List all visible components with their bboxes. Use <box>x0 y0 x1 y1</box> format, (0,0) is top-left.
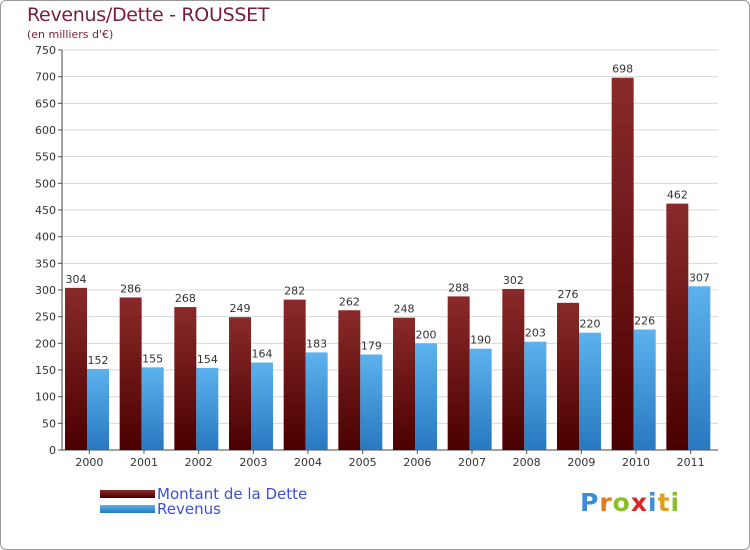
bar-revenue <box>87 368 109 450</box>
bar-revenue <box>524 341 547 450</box>
y-tick-label: 300 <box>35 284 56 297</box>
data-label-debt: 282 <box>284 285 305 298</box>
bar-revenue <box>360 354 383 450</box>
logo-letter: x <box>630 488 648 517</box>
logo-letter: o <box>612 488 631 517</box>
x-tick-label: 2010 <box>622 456 650 469</box>
x-tick-label: 2009 <box>567 456 595 469</box>
bar-debt <box>119 297 142 450</box>
x-tick-label: 2008 <box>513 456 541 469</box>
bar-debt <box>393 317 415 450</box>
data-label-debt: 262 <box>339 295 360 308</box>
y-tick-label: 750 <box>35 44 56 57</box>
bar-debt <box>557 302 579 450</box>
x-tick-label: 2006 <box>403 456 431 469</box>
y-tick-label: 50 <box>42 417 56 430</box>
y-tick-label: 700 <box>35 71 56 84</box>
x-tick-label: 2005 <box>349 456 377 469</box>
data-label-debt: 286 <box>120 282 141 295</box>
bar-debt <box>229 317 251 450</box>
bar-debt <box>174 307 197 450</box>
y-tick-label: 0 <box>49 444 56 457</box>
data-label-revenue: 154 <box>197 353 218 366</box>
data-label-revenue: 203 <box>525 327 546 340</box>
y-tick-label: 400 <box>35 231 56 244</box>
y-tick-label: 150 <box>35 364 56 377</box>
x-tick-label: 2002 <box>185 456 213 469</box>
bar-debt <box>283 299 306 450</box>
logo-letter: i <box>648 488 658 517</box>
legend-label-revenue: Revenus <box>157 500 221 518</box>
y-tick-label: 500 <box>35 177 56 190</box>
data-label-revenue: 152 <box>88 354 109 367</box>
x-tick-label: 2011 <box>677 456 705 469</box>
bar-debt <box>338 310 361 450</box>
data-label-revenue: 179 <box>361 340 382 353</box>
data-label-debt: 249 <box>230 302 251 315</box>
chart-subtitle: (en milliers d'€) <box>27 28 114 41</box>
bar-debt <box>447 296 470 450</box>
bar-debt <box>502 288 525 450</box>
y-tick-label: 200 <box>35 337 56 350</box>
bar-debt <box>611 77 634 450</box>
data-label-debt: 248 <box>394 303 415 316</box>
bar-revenue <box>196 367 219 450</box>
data-label-revenue: 164 <box>252 348 273 361</box>
data-label-debt: 304 <box>66 273 87 286</box>
x-tick-label: 2000 <box>75 456 103 469</box>
y-tick-label: 650 <box>35 97 56 110</box>
y-tick-label: 600 <box>35 124 56 137</box>
x-tick-label: 2004 <box>294 456 322 469</box>
y-tick-label: 100 <box>35 391 56 404</box>
bar-debt <box>65 287 87 450</box>
logo-letter: r <box>599 488 613 517</box>
logo-letter: t <box>657 488 671 517</box>
x-tick-label: 2001 <box>130 456 158 469</box>
bar-revenue <box>469 348 492 450</box>
legend-swatch-debt <box>100 490 155 498</box>
data-label-debt: 288 <box>448 281 469 294</box>
data-label-debt: 462 <box>667 189 688 202</box>
bar-revenue <box>633 329 656 450</box>
data-label-revenue: 155 <box>142 352 163 365</box>
data-label-revenue: 226 <box>634 314 655 327</box>
bar-revenue <box>579 332 601 450</box>
data-label-debt: 698 <box>612 63 633 76</box>
y-tick-label: 350 <box>35 257 56 270</box>
x-tick-label: 2003 <box>239 456 267 469</box>
chart-title: Revenus/Dette - ROUSSET <box>27 4 270 26</box>
bar-revenue <box>251 362 273 450</box>
data-label-revenue: 220 <box>580 318 601 331</box>
proxiti-logo: Proxiti <box>580 488 680 517</box>
legend-item-revenue: Revenus <box>100 500 221 518</box>
legend-label-debt: Montant de la Dette <box>157 485 308 503</box>
bar-revenue <box>415 343 437 450</box>
data-label-debt: 268 <box>175 292 196 305</box>
data-label-revenue: 307 <box>689 271 710 284</box>
logo-letter: P <box>580 488 600 517</box>
data-label-debt: 302 <box>503 274 524 287</box>
y-tick-label: 550 <box>35 151 56 164</box>
logo-letter: i <box>670 488 681 517</box>
data-label-revenue: 190 <box>470 334 491 347</box>
data-label-revenue: 183 <box>306 337 327 350</box>
data-label-debt: 276 <box>558 288 579 301</box>
legend-item-debt: Montant de la Dette <box>100 485 308 503</box>
x-tick-label: 2007 <box>458 456 486 469</box>
bar-revenue <box>305 352 328 450</box>
legend-swatch-revenue <box>100 505 155 513</box>
bar-revenue <box>141 367 164 450</box>
bar-revenue <box>688 286 711 450</box>
bar-debt <box>666 203 689 450</box>
y-tick-label: 250 <box>35 311 56 324</box>
y-tick-label: 450 <box>35 204 56 217</box>
data-label-revenue: 200 <box>416 328 437 341</box>
